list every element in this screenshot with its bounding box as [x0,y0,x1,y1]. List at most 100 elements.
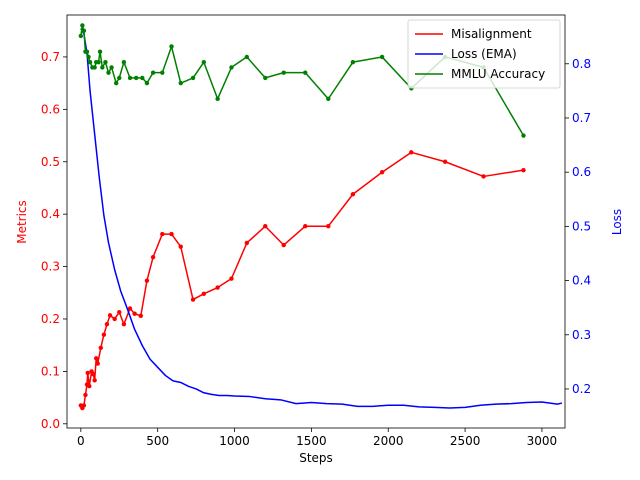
data-point-mmlu-accuracy [133,75,139,81]
data-point-misalignment [379,170,385,175]
data-point-misalignment [160,231,165,237]
data-point-misalignment [521,167,526,173]
data-point-misalignment [98,345,104,351]
y-left-tick-label: 0.0 [41,417,60,431]
data-point-misalignment [127,306,133,311]
data-point-misalignment [244,240,250,246]
legend: Misalignment Loss (EMA) MMLU Accuracy [407,19,561,89]
x-axis: 0 500 1000 1500 2000 2500 3000 [77,428,557,448]
data-point-mmlu-accuracy [281,70,286,75]
data-point-misalignment [201,291,206,297]
data-point-misalignment [92,378,97,383]
x-tick-label: 2000 [373,434,404,448]
data-point-misalignment [190,297,196,302]
data-point-mmlu-accuracy [106,70,111,75]
legend-label-mmlu: MMLU Accuracy [451,67,545,81]
data-point-mmlu-accuracy [215,96,220,102]
y-left-tick-label: 0.6 [41,102,60,116]
data-point-misalignment [107,313,113,318]
series-line-loss-ema [80,28,563,409]
data-point-misalignment [350,192,356,197]
plot-frame [66,14,566,429]
data-point-misalignment [83,392,88,398]
y-left-tick-label: 0.1 [41,364,60,378]
data-point-mmlu-accuracy [80,23,85,28]
x-tick-label: 1500 [296,434,327,448]
data-point-misalignment [229,276,234,281]
data-point-mmlu-accuracy [263,75,268,81]
data-point-misalignment [87,383,92,389]
data-point-mmlu-accuracy [103,59,108,65]
data-point-misalignment [94,356,99,361]
data-point-mmlu-accuracy [97,49,103,54]
data-point-mmlu-accuracy [87,59,93,65]
data-point-mmlu-accuracy [303,70,308,75]
data-point-misalignment [169,231,174,237]
data-point-misalignment [281,242,286,248]
data-point-mmlu-accuracy [140,75,145,81]
data-point-misalignment [95,361,100,366]
data-point-misalignment [90,371,96,377]
data-point-misalignment [303,224,308,229]
data-point-mmlu-accuracy [96,59,101,65]
data-point-misalignment [85,370,90,376]
data-point-mmlu-accuracy [201,59,206,65]
y-left-tick-label: 0.2 [41,312,60,326]
y-left-tick-label: 0.5 [41,155,60,169]
data-point-mmlu-accuracy [144,80,150,86]
data-point-mmlu-accuracy [86,54,91,60]
data-point-misalignment [117,309,122,315]
data-point-mmlu-accuracy [117,75,122,81]
data-point-mmlu-accuracy [350,59,356,65]
plot-area [78,23,563,411]
y-right-tick-label: 0.2 [572,382,591,396]
legend-label-misalignment: Misalignment [451,27,532,41]
y-axis-right: 0.2 0.3 0.4 0.5 0.6 0.7 0.8 [565,57,591,396]
data-point-misalignment [215,285,220,290]
y-left-tick-label: 0.7 [41,50,60,64]
y-right-tick-label: 0.5 [572,219,591,233]
data-point-mmlu-accuracy [178,80,183,86]
data-point-misalignment [132,311,137,316]
data-point-mmlu-accuracy [81,28,87,33]
data-point-misalignment [150,254,156,260]
data-point-mmlu-accuracy [160,70,165,75]
data-point-misalignment [442,159,448,164]
x-axis-title: Steps [299,451,333,465]
data-point-mmlu-accuracy [244,54,250,60]
data-point-mmlu-accuracy [150,70,156,75]
y-right-tick-label: 0.3 [572,328,591,342]
y-left-tick-label: 0.4 [41,207,60,221]
data-point-mmlu-accuracy [121,59,127,65]
data-point-mmlu-accuracy [229,65,234,70]
data-point-mmlu-accuracy [109,65,114,70]
y-axis-left-title: Metrics [15,200,29,244]
y-right-tick-label: 0.8 [572,57,591,71]
data-point-mmlu-accuracy [326,96,331,102]
data-point-mmlu-accuracy [190,75,196,81]
y-right-tick-label: 0.4 [572,274,591,288]
data-point-misalignment [326,224,331,229]
data-point-misalignment [81,403,87,408]
y-axis-left: 0.0 0.1 0.2 0.3 0.4 0.5 0.6 0.7 [41,50,67,431]
data-point-mmlu-accuracy [92,65,97,70]
data-point-mmlu-accuracy [78,33,84,39]
y-axis-right-title: Loss [610,209,624,235]
x-tick-label: 2500 [450,434,481,448]
data-point-misalignment [112,316,117,322]
y-left-tick-label: 0.3 [41,260,60,274]
x-tick-label: 1000 [219,434,250,448]
data-point-mmlu-accuracy [100,65,105,70]
legend-label-loss: Loss (EMA) [451,47,517,61]
data-point-misalignment [104,322,110,327]
data-point-mmlu-accuracy [113,80,119,86]
data-point-mmlu-accuracy [169,44,174,49]
data-point-misalignment [121,322,127,327]
data-point-misalignment [101,332,107,337]
legend-frame [407,19,561,89]
data-point-mmlu-accuracy [84,49,90,54]
data-point-mmlu-accuracy [127,75,133,81]
y-right-tick-label: 0.6 [572,165,591,179]
x-tick-label: 3000 [527,434,558,448]
